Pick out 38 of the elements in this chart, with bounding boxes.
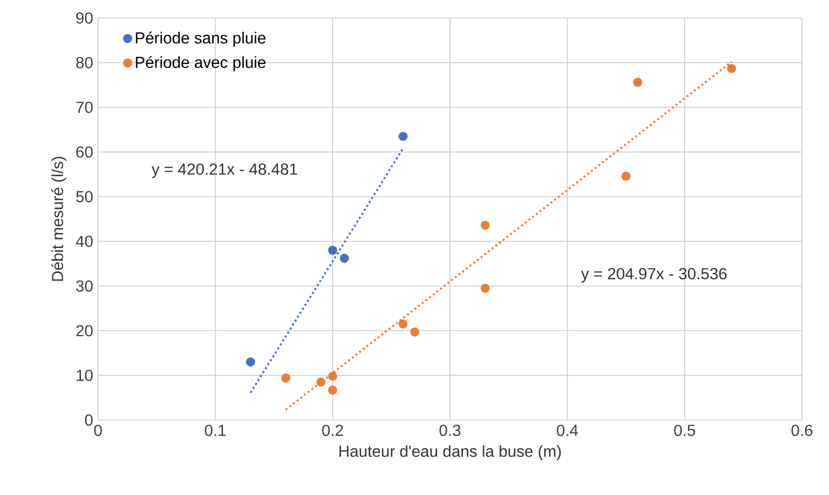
point: [633, 78, 642, 87]
point: [316, 377, 326, 387]
y-tick-label: 30: [76, 280, 93, 292]
point: [410, 327, 420, 337]
point: [480, 284, 490, 293]
y-tick-label: 20: [76, 325, 93, 336]
legend-label: Période avec pluie: [136, 56, 266, 72]
annotation: y = 420.21x - 48.481: [152, 164, 298, 178]
x-tick-label: 0: [94, 424, 102, 436]
y-tick-label: 0: [85, 414, 93, 426]
point: [727, 64, 736, 74]
point: [398, 132, 408, 141]
x-axis-title: Hauteur d'eau dans la buse (m): [340, 445, 561, 460]
y-tick-label: 80: [76, 57, 93, 68]
x-tick-label: 0.1: [204, 424, 226, 436]
point: [328, 372, 338, 381]
y-tick-label: 60: [76, 146, 93, 158]
point: [480, 220, 490, 230]
x-tick-label: 0.6: [791, 424, 812, 436]
x-tick-label: 0.5: [674, 424, 696, 436]
point: [328, 386, 338, 395]
y-tick-label: 70: [76, 102, 93, 113]
point: [328, 246, 338, 255]
annotation: y = 204.97x - 30.536: [581, 268, 727, 283]
legend-label: Période sans pluie: [136, 32, 266, 47]
y-tick-label: 10: [76, 370, 93, 381]
point: [340, 254, 349, 263]
y-tick-label: 50: [76, 191, 93, 202]
point: [281, 373, 290, 383]
x-tick-label: 0.3: [440, 424, 460, 436]
point: [398, 319, 408, 328]
x-tick-label: 0.2: [322, 424, 343, 436]
y-tick-label: 90: [76, 12, 93, 24]
x-tick-label: 0.4: [556, 424, 578, 436]
y-tick-label: 40: [76, 236, 93, 247]
y-axis-title: Débit mesuré (l/s): [51, 156, 66, 281]
point: [621, 172, 631, 181]
point: [246, 357, 256, 366]
